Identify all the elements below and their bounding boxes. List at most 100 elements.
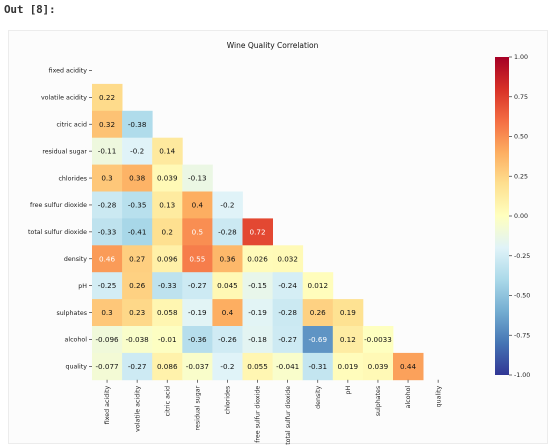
colorbar-tick-label: 0.25 [514, 173, 528, 180]
x-tick-label-alcohol: alcohol [405, 386, 412, 409]
heatmap-cell [242, 272, 273, 300]
cell-value-label: 0.4 [222, 308, 234, 317]
heatmap-cell [122, 352, 153, 381]
heatmap-cell [92, 191, 123, 219]
heatmap-cell [332, 299, 364, 327]
y-tick-label-density: density [64, 256, 87, 263]
cell-value-label: -0.041 [276, 362, 299, 371]
heatmap-cell [182, 299, 213, 327]
heatmap-cell [212, 191, 243, 219]
y-tick-label-ph: pH [78, 283, 87, 290]
heatmap-cell [92, 326, 123, 354]
cell-value-label: 0.44 [400, 362, 416, 371]
cell-value-label: 0.22 [99, 93, 115, 102]
cell-value-label: -0.2 [220, 362, 234, 371]
cell-value-label: 0.3 [101, 308, 112, 317]
y-tick-label-free-sulfur-dioxide: free sulfur dioxide [30, 202, 87, 209]
correlation-heatmap: Wine Quality Correlation 0.22 0.32 -0.38 -0… [28, 41, 530, 445]
cell-value-label: -0.28 [218, 227, 237, 236]
heatmap-cell [182, 191, 213, 219]
heatmap-cell [122, 326, 153, 354]
heatmap-cell [152, 164, 183, 192]
heatmap-cell [152, 245, 183, 273]
x-tick-label-fixed-acidity: fixed acidity [104, 386, 111, 425]
colorbar-tick-label: -0.25 [514, 253, 530, 260]
cell-value-label: -0.037 [186, 362, 209, 371]
heatmap-cell [332, 326, 364, 354]
cell-value-label: 0.096 [157, 254, 178, 263]
cell-value-label: -0.19 [188, 308, 207, 317]
y-tick-label-total-sulfur-dioxide: total sulfur dioxide [28, 229, 87, 236]
cell-value-label: -0.33 [98, 227, 117, 236]
colorbar-tick-label: -1.00 [514, 372, 530, 379]
colorbar-tick-label: 0.00 [514, 213, 528, 220]
cell-value-label: -0.2 [130, 147, 144, 156]
cell-value-label: -0.27 [188, 281, 207, 290]
heatmap-cell [242, 326, 273, 354]
colorbar-tick-label: 1.00 [514, 54, 528, 61]
heatmap-cell [212, 245, 243, 273]
heatmap-cell [92, 164, 123, 192]
heatmap-cell [362, 352, 394, 381]
cell-value-label: -0.27 [128, 362, 147, 371]
heatmap-cell [92, 83, 123, 112]
cell-value-label: 0.086 [157, 362, 178, 371]
cell-value-label: 0.55 [189, 254, 205, 263]
heatmap-cell [182, 326, 213, 354]
cell-value-label: 0.039 [157, 174, 178, 183]
cell-value-label: -0.35 [128, 200, 147, 209]
cell-value-label: -0.28 [278, 308, 297, 317]
heatmap-cell [212, 326, 243, 354]
heatmap-cell [272, 352, 304, 381]
heatmap-cell [302, 299, 334, 327]
heatmap-cell [122, 272, 153, 300]
colorbar-tick-label: -0.75 [514, 332, 530, 339]
x-tick-label-free-sulfur-dioxide: free sulfur dioxide [255, 386, 262, 443]
cell-value-label: -0.28 [98, 200, 117, 209]
x-axis: fixed acidity volatile acidity citric acid… [104, 379, 442, 445]
cell-value-label: 0.38 [129, 174, 145, 183]
heatmap-cell [272, 245, 304, 273]
heatmap-cell [122, 137, 153, 165]
heatmap-cell [122, 245, 153, 273]
heatmap-cell [92, 110, 123, 139]
cell-value-label: 0.2 [162, 227, 173, 236]
cell-value-label: -0.31 [308, 362, 327, 371]
heatmap-cell [272, 326, 304, 354]
cell-value-label: -0.26 [218, 335, 237, 344]
cell-value-label: 0.045 [217, 281, 238, 290]
heatmap-cell [362, 326, 394, 354]
heatmap-cell [92, 137, 123, 165]
x-tick-label-chlorides: chlorides [225, 386, 232, 415]
heatmap-cell [92, 218, 123, 246]
heatmap-cell [242, 218, 273, 246]
y-tick-label-volatile-acidity: volatile acidity [41, 95, 87, 102]
y-tick-label-quality: quality [65, 364, 87, 371]
cell-value-label: 0.23 [129, 308, 145, 317]
colorbar-tick-label: -0.50 [514, 293, 530, 300]
heatmap-cell [152, 218, 183, 246]
cell-value-label: -0.69 [308, 335, 327, 344]
heatmap-cell [302, 326, 334, 354]
x-tick-label-quality: quality [435, 386, 442, 408]
heatmap-cell [182, 245, 213, 273]
colorbar [495, 57, 509, 375]
heatmap-cell [152, 326, 183, 354]
cell-value-label: -0.41 [128, 227, 147, 236]
x-tick-label-citric-acid: citric acid [164, 386, 171, 417]
cell-value-label: 0.058 [157, 308, 178, 317]
y-tick-label-sulphates: sulphates [57, 310, 88, 317]
cell-value-label: -0.2 [220, 200, 234, 209]
cell-value-label: 0.26 [129, 281, 145, 290]
x-tick-label-volatile-acidity: volatile acidity [134, 386, 141, 432]
heatmap-cell [272, 299, 304, 327]
cell-value-label: -0.27 [278, 335, 297, 344]
chart-title: Wine Quality Correlation [227, 41, 319, 50]
heatmap-cell [92, 299, 123, 327]
heatmap-cell [302, 272, 334, 300]
cell-value-label: 0.019 [338, 362, 359, 371]
cell-value-label: 0.032 [277, 254, 298, 263]
heatmap-cell [242, 299, 273, 327]
heatmap-cell [272, 272, 304, 300]
heatmap-cell [122, 218, 153, 246]
